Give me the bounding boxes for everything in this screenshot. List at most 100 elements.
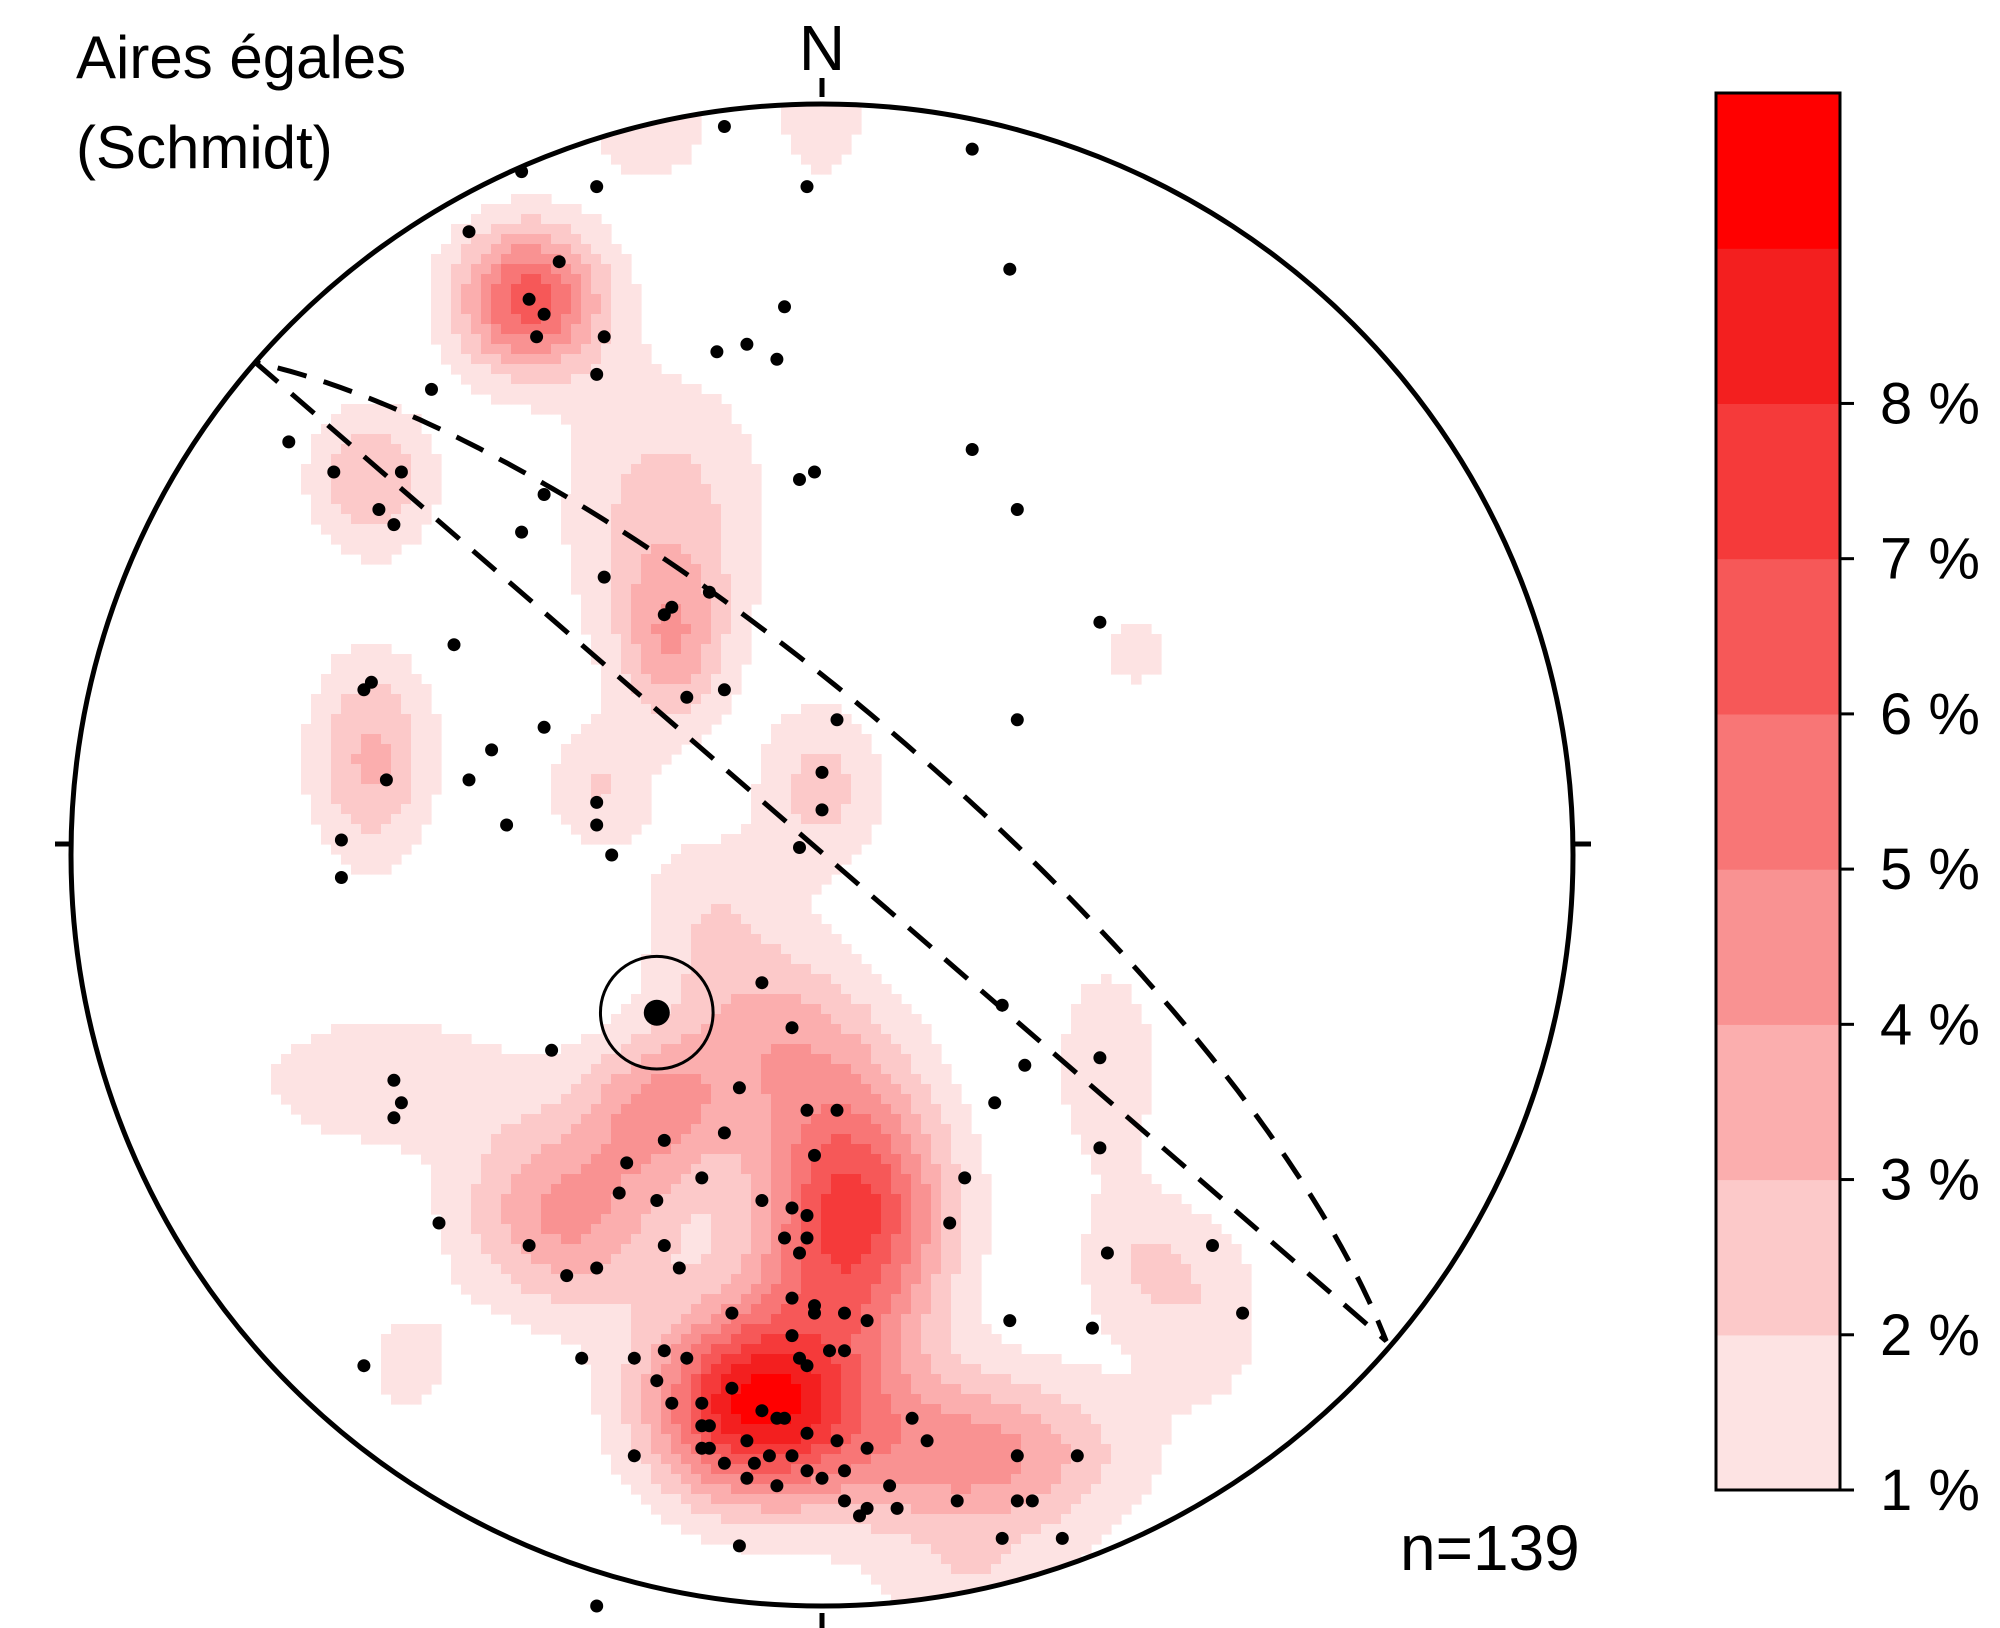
density-cell <box>641 764 652 775</box>
density-cell <box>701 444 712 455</box>
density-cell <box>561 514 572 525</box>
density-cell <box>861 964 872 975</box>
density-cell <box>771 1364 782 1375</box>
density-cell <box>1111 1294 1122 1305</box>
density-cell <box>851 1344 862 1355</box>
density-cell <box>711 1134 722 1145</box>
density-cell <box>811 1004 822 1015</box>
density-cell <box>1041 1414 1052 1425</box>
density-cell <box>321 1084 332 1095</box>
density-cell <box>751 1164 762 1175</box>
density-cell <box>741 1004 752 1015</box>
density-cell <box>911 1324 922 1335</box>
density-cell <box>531 1194 542 1205</box>
density-cell <box>341 794 352 805</box>
density-cell <box>391 1084 402 1095</box>
density-cell <box>611 694 622 705</box>
density-cell <box>671 424 682 435</box>
density-cell <box>951 1194 962 1205</box>
density-cell <box>1031 1364 1042 1375</box>
density-cell <box>711 884 722 895</box>
density-cell <box>851 1374 862 1385</box>
density-cell <box>931 1374 942 1385</box>
density-cell <box>521 1114 532 1125</box>
density-cell <box>1091 984 1102 995</box>
density-cell <box>681 1134 692 1145</box>
density-cell <box>771 1194 782 1205</box>
density-cell <box>401 674 412 685</box>
density-cell <box>831 964 842 975</box>
density-cell <box>1141 1384 1152 1395</box>
density-cell <box>911 1054 922 1065</box>
density-cell <box>801 854 812 865</box>
density-cell <box>911 1124 922 1135</box>
density-cell <box>461 324 472 335</box>
density-cell <box>781 1334 792 1345</box>
density-cell <box>531 1064 542 1075</box>
density-cell <box>1221 1354 1232 1365</box>
density-cell <box>841 1064 852 1075</box>
density-cell <box>731 924 742 935</box>
density-cell <box>831 764 842 775</box>
density-cell <box>371 1134 382 1145</box>
density-cell <box>801 794 812 805</box>
density-cell <box>461 1074 472 1085</box>
density-cell <box>651 1264 662 1275</box>
density-cell <box>601 1274 612 1285</box>
density-cell <box>831 854 842 865</box>
density-cell <box>631 1114 642 1125</box>
density-cell <box>1121 1044 1132 1055</box>
density-cell <box>391 1354 402 1365</box>
density-cell <box>961 1284 972 1295</box>
density-cell <box>441 274 452 285</box>
density-cell <box>681 504 692 515</box>
density-cell <box>641 1324 652 1335</box>
density-cell <box>591 334 602 345</box>
density-cell <box>421 1374 432 1385</box>
density-cell <box>941 1354 952 1365</box>
density-cell <box>591 744 602 755</box>
density-cell <box>951 1394 962 1405</box>
density-cell <box>391 1324 402 1335</box>
density-cell <box>771 834 782 845</box>
density-cell <box>861 974 872 985</box>
density-cell <box>401 694 412 705</box>
density-cell <box>511 194 522 205</box>
density-cell <box>711 994 722 1005</box>
density-cell <box>601 1354 612 1365</box>
density-cell <box>561 1114 572 1125</box>
density-cell <box>631 1264 642 1275</box>
density-cell <box>781 1374 792 1385</box>
density-cell <box>981 1424 992 1435</box>
density-cell <box>681 934 692 945</box>
density-cell <box>551 1224 562 1235</box>
density-cell <box>631 644 642 655</box>
density-cell <box>1121 1124 1132 1135</box>
density-cell <box>1001 1434 1012 1445</box>
density-cell <box>641 1224 652 1235</box>
density-cell <box>571 1314 582 1325</box>
density-cell <box>501 1154 512 1165</box>
density-cell <box>571 454 582 465</box>
density-cell <box>1161 1224 1172 1235</box>
density-cell <box>1101 1014 1112 1025</box>
density-cell <box>681 1064 692 1075</box>
density-cell <box>631 284 642 295</box>
density-cell <box>601 274 612 285</box>
density-cell <box>371 544 382 555</box>
density-cell <box>461 354 472 365</box>
density-cell <box>731 1064 742 1075</box>
density-cell <box>691 1084 702 1095</box>
density-cell <box>1221 1264 1232 1275</box>
density-cell <box>311 494 322 505</box>
density-cell <box>1081 1044 1092 1055</box>
density-cell <box>631 994 642 1005</box>
density-cell <box>711 1004 722 1015</box>
density-cell <box>541 344 552 355</box>
density-cell <box>631 304 642 315</box>
density-cell <box>891 1284 902 1295</box>
density-cell <box>301 1114 312 1125</box>
density-cell <box>401 1034 412 1045</box>
density-cell <box>711 924 722 935</box>
density-cell <box>931 1264 942 1275</box>
